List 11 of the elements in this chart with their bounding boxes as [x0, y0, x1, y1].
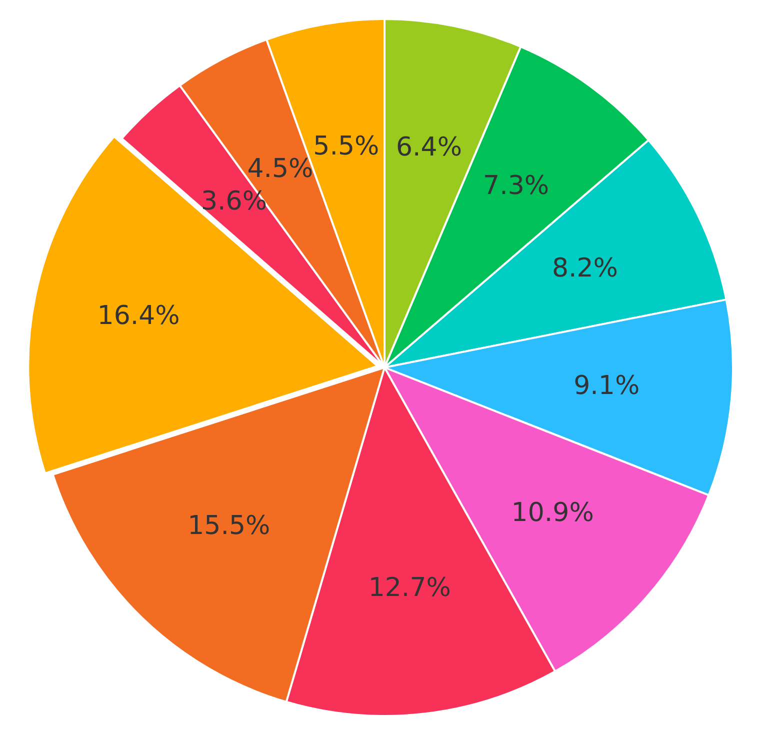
data-label: 3.6% [200, 186, 268, 217]
data-label: 6.4% [396, 132, 462, 163]
data-label: 8.2% [552, 254, 618, 284]
data-label: 10.9% [511, 498, 594, 528]
data-label: 12.7% [368, 572, 451, 603]
data-label: 7.3% [483, 171, 550, 202]
data-label: 16.4% [97, 300, 180, 331]
data-label: 4.5% [247, 154, 314, 184]
data-label: 15.5% [188, 511, 270, 542]
data-label: 5.5% [313, 132, 380, 162]
data-label: 9.1% [574, 371, 640, 402]
